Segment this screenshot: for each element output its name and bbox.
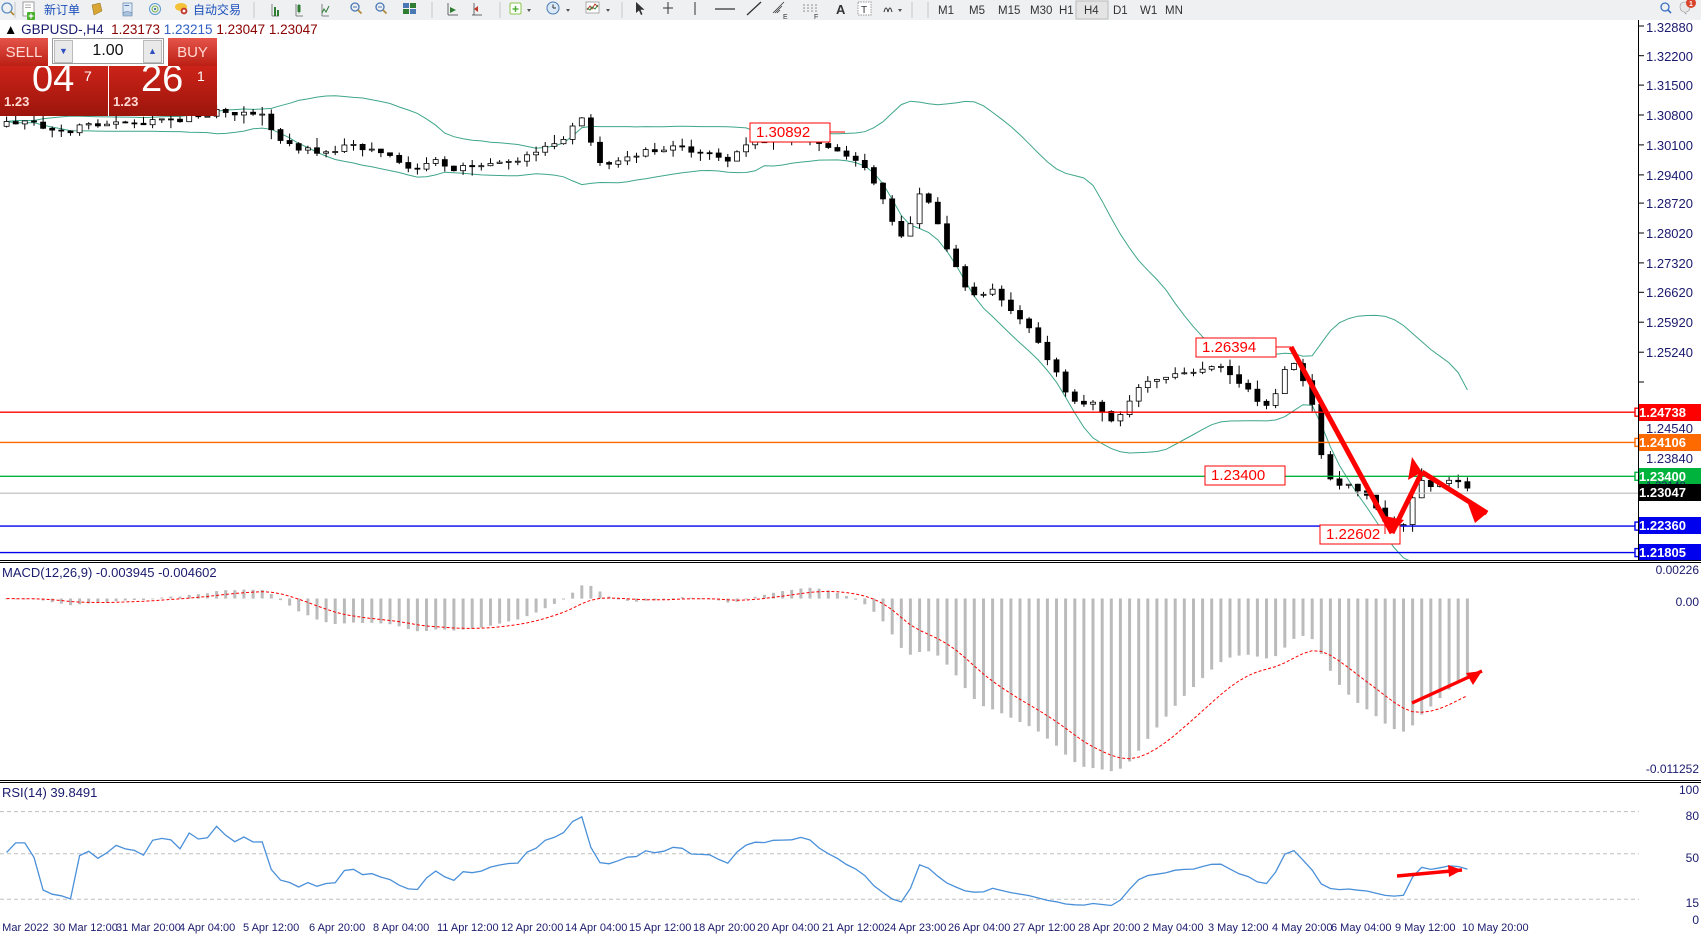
svg-text:M5: M5 <box>969 5 985 17</box>
svg-text:1.22602: 1.22602 <box>1326 526 1380 543</box>
svg-text:M30: M30 <box>1030 5 1052 17</box>
svg-text:新订单: 新订单 <box>44 2 80 17</box>
svg-text:H4: H4 <box>1084 5 1099 17</box>
svg-text:W1: W1 <box>1140 5 1157 17</box>
svg-text:D1: D1 <box>1113 5 1128 17</box>
svg-text:1.23400: 1.23400 <box>1211 467 1265 484</box>
svg-text:MN: MN <box>1165 5 1183 17</box>
svg-text:A: A <box>836 2 846 17</box>
svg-text:1.30892: 1.30892 <box>756 124 810 141</box>
svg-text:1: 1 <box>1689 1 1693 8</box>
svg-text:H1: H1 <box>1059 5 1074 17</box>
svg-text:T: T <box>861 5 867 16</box>
svg-text:M1: M1 <box>938 5 954 17</box>
svg-text:M15: M15 <box>998 5 1020 17</box>
svg-text:1.26394: 1.26394 <box>1202 339 1256 356</box>
svg-text:自动交易: 自动交易 <box>193 2 241 17</box>
